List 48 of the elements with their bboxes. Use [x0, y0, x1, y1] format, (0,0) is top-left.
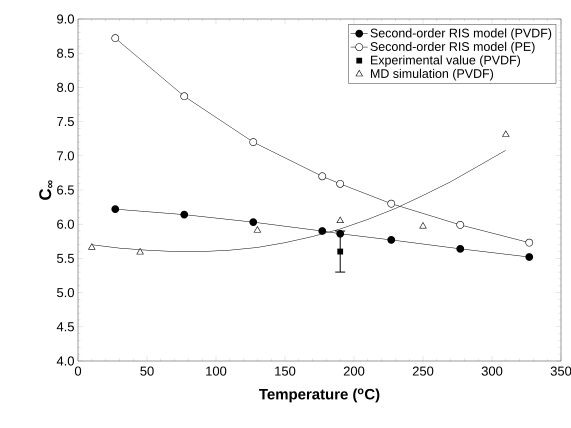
y-tick-label: 7.0	[57, 151, 74, 160]
point	[180, 92, 188, 100]
point	[318, 172, 326, 180]
point	[111, 205, 120, 214]
y-tick-label: 7.5	[57, 117, 74, 126]
point	[88, 243, 96, 250]
point	[180, 210, 188, 219]
x-tick-label: 250	[412, 366, 434, 376]
x-tick-label: 150	[275, 366, 296, 376]
point	[456, 244, 464, 253]
point	[502, 130, 510, 137]
x-tick-label: 50	[140, 366, 154, 376]
point	[318, 227, 326, 235]
point	[336, 180, 344, 188]
y-tick-label: 5.0	[56, 288, 74, 298]
point	[111, 34, 120, 42]
point	[387, 200, 396, 208]
x-axis-title: Temperature ($^{o}$C)	[259, 388, 380, 402]
legend-label: MD simulation (PVDF)	[370, 68, 494, 80]
point	[387, 236, 396, 244]
y-axis-title: C$_{∞}$	[39, 180, 52, 200]
y-tick-label: 8.0	[57, 82, 74, 92]
legend-label: Experimental value (PVDF)	[370, 55, 520, 67]
point	[336, 216, 344, 223]
point	[525, 253, 534, 261]
point	[456, 220, 464, 229]
legend-label: Second-order RIS model (PE)	[370, 42, 535, 54]
y-tick-label: 4.5	[56, 322, 74, 332]
point	[249, 218, 258, 226]
x-tick-label: 300	[482, 366, 502, 376]
y-tick-label: 6.0	[57, 220, 74, 229]
point	[525, 238, 534, 247]
x-tick-label: 100	[206, 366, 226, 376]
x-tick-label: 350	[550, 366, 571, 376]
y-tick-label: 6.5	[57, 185, 74, 195]
x-tick-label: 200	[344, 366, 364, 376]
legend-label: Second-order RIS model (PVDF)	[370, 28, 552, 40]
point	[337, 248, 344, 254]
y-tick-label: 4.0	[56, 356, 74, 366]
point	[419, 222, 427, 228]
point	[336, 230, 344, 238]
y-tick-label: 9.0	[57, 14, 74, 24]
point	[136, 248, 144, 254]
y-tick-label: 5.5	[56, 254, 74, 263]
y-tick-label: 8.5	[57, 48, 74, 58]
x-tick-label: 0	[74, 366, 82, 376]
point	[249, 138, 258, 146]
point	[254, 226, 261, 233]
